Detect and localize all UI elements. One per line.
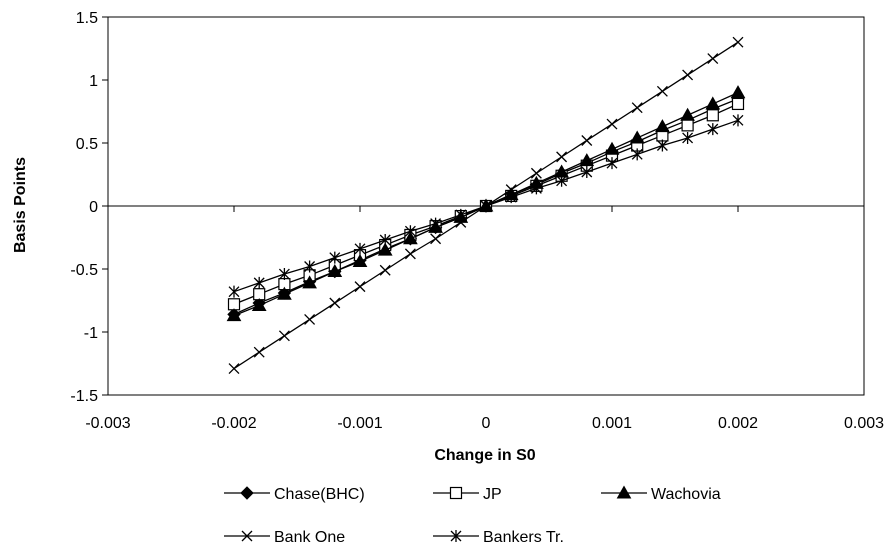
data-point-bankers-tr <box>354 242 366 255</box>
legend-item-wachovia: Wachovia <box>601 485 721 503</box>
data-point-bankers-tr <box>606 157 618 170</box>
x-tick-label: -0.001 <box>337 415 382 432</box>
y-tick-label: 1 <box>89 73 98 90</box>
legend-label: Bankers Tr. <box>483 529 564 546</box>
data-point-bankers-tr <box>379 234 391 247</box>
data-point-bankers-tr <box>278 268 290 281</box>
data-point-wachovia <box>403 231 418 245</box>
data-point-wachovia <box>302 275 317 289</box>
data-point-bank-one <box>430 233 442 245</box>
data-point-wachovia <box>730 85 746 99</box>
data-point-bank-one <box>329 297 341 309</box>
data-point-bank-one <box>530 167 542 179</box>
data-point-bankers-tr <box>682 131 694 144</box>
data-point-bankers-tr <box>530 182 542 195</box>
legend: Chase(BHC) JP Wachovia Bank One Bankers Tr. <box>224 485 721 546</box>
data-point-bank-one <box>682 69 694 81</box>
x-tick-label: -0.002 <box>211 415 256 432</box>
y-axis: 1.5 1 0.5 0 -0.5 -1 -1.5 <box>70 10 108 405</box>
data-point-bankers-tr <box>556 174 568 187</box>
y-tick-label: -0.5 <box>70 262 98 279</box>
y-tick-label: 1.5 <box>76 10 98 27</box>
data-point-bank-one <box>304 313 316 325</box>
data-point-bankers-tr <box>404 225 416 238</box>
y-tick-label: 0.5 <box>76 136 98 153</box>
legend-label: JP <box>483 486 502 503</box>
y-axis-title: Basis Points <box>12 157 29 253</box>
x-tick-label: 0.002 <box>718 415 758 432</box>
data-point-bankers-tr <box>329 251 341 264</box>
data-point-wachovia <box>579 153 595 167</box>
legend-item-bank-one: Bank One <box>224 529 345 546</box>
data-point-bank-one <box>253 346 265 358</box>
data-point-bankers-tr <box>455 208 467 221</box>
x-axis-title: Change in S0 <box>434 447 535 464</box>
x-tick-label: 0.001 <box>592 415 632 432</box>
data-point-bankers-tr <box>430 217 442 230</box>
data-point-bank-one <box>581 135 593 146</box>
data-point-bank-one <box>606 118 618 130</box>
legend-label: Wachovia <box>651 486 721 503</box>
data-point-bank-one <box>556 151 568 163</box>
data-point-bank-one <box>732 36 744 48</box>
data-point-bank-one <box>379 264 391 276</box>
data-point-wachovia <box>226 308 242 322</box>
series-layer <box>226 36 746 374</box>
y-tick-label: -1 <box>84 325 98 342</box>
data-point-bank-one <box>631 102 643 114</box>
legend-marker <box>240 486 254 500</box>
data-point-bankers-tr <box>707 123 719 136</box>
legend-item-jp: JP <box>433 486 502 503</box>
y-tick-label: 0 <box>89 199 98 216</box>
data-point-bankers-tr <box>480 200 492 212</box>
data-point-wachovia <box>680 107 695 121</box>
data-point-jp <box>706 109 719 122</box>
data-point-wachovia <box>327 264 343 278</box>
y-tick-label: -1.5 <box>70 388 98 405</box>
data-point-jp <box>681 119 694 132</box>
data-point-wachovia <box>352 253 368 267</box>
legend-item-chase-bhc: Chase(BHC) <box>224 486 365 503</box>
legend-label: Bank One <box>274 529 345 546</box>
x-tick-label: 0.003 <box>844 415 884 432</box>
data-point-bankers-tr <box>631 148 643 161</box>
data-point-wachovia <box>655 119 670 133</box>
data-point-wachovia <box>251 298 267 312</box>
legend-marker <box>449 486 463 500</box>
data-point-wachovia <box>705 96 721 110</box>
data-point-wachovia <box>377 242 393 256</box>
data-point-bank-one <box>354 281 366 293</box>
x-tick-label: -0.003 <box>85 415 130 432</box>
data-point-wachovia <box>277 286 292 300</box>
legend-marker <box>450 530 462 542</box>
data-point-bank-one <box>404 248 416 260</box>
data-point-wachovia <box>629 130 645 144</box>
data-point-bank-one <box>707 53 719 65</box>
data-point-bankers-tr <box>505 191 517 204</box>
x-tick-label: 0 <box>482 415 491 432</box>
data-point-bank-one <box>278 330 290 342</box>
data-point-bankers-tr <box>304 260 316 273</box>
data-point-bank-one <box>228 363 240 374</box>
data-point-jp <box>731 97 745 111</box>
data-point-bankers-tr <box>581 165 593 178</box>
data-point-bankers-tr <box>253 276 265 289</box>
legend-marker <box>241 530 253 542</box>
data-point-bankers-tr <box>732 114 744 127</box>
legend-marker <box>616 485 632 499</box>
legend-item-bankers-tr: Bankers Tr. <box>433 529 564 546</box>
legend-label: Chase(BHC) <box>274 486 365 503</box>
data-point-bankers-tr <box>228 285 240 298</box>
data-point-bank-one <box>656 85 668 97</box>
data-point-wachovia <box>604 141 620 155</box>
data-point-bankers-tr <box>656 139 668 152</box>
x-axis: -0.003 -0.002 -0.001 0 0.001 0.002 0.003 <box>85 206 884 432</box>
